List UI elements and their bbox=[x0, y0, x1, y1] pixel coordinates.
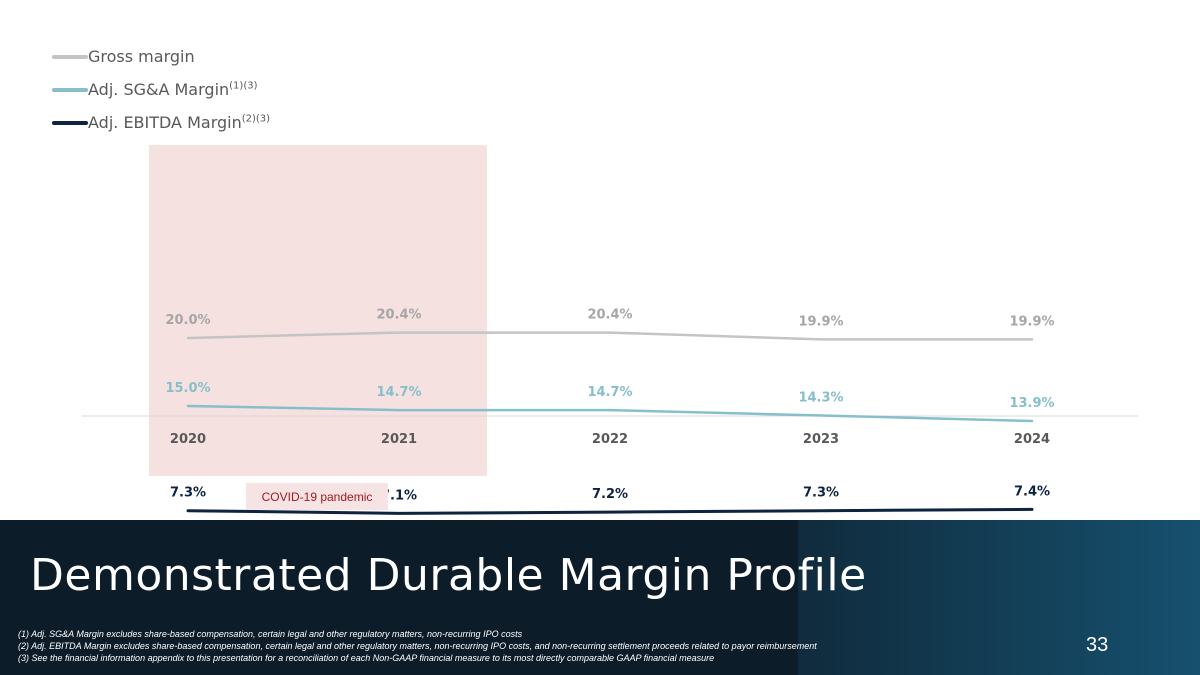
legend-item-ebitda-margin: Adj. EBITDA Margin(2)(3) bbox=[52, 106, 270, 139]
data-label: 19.9% bbox=[798, 314, 843, 329]
covid-pandemic-label: COVID-19 pandemic bbox=[246, 483, 388, 510]
x-tick-label: 2021 bbox=[381, 432, 417, 447]
data-label: 7.4% bbox=[1014, 484, 1050, 499]
legend-label: Gross margin bbox=[88, 47, 195, 66]
series-line bbox=[186, 404, 1034, 423]
data-label: 13.9% bbox=[1009, 396, 1054, 411]
page-title: Demonstrated Durable Margin Profile bbox=[30, 550, 867, 601]
data-label: 7.3% bbox=[170, 486, 206, 501]
data-label: 20.0% bbox=[165, 313, 210, 328]
x-tick-label: 2023 bbox=[803, 432, 839, 447]
footer-panel bbox=[0, 520, 798, 675]
data-label: 7.3% bbox=[803, 486, 839, 501]
data-label: 20.4% bbox=[587, 308, 632, 323]
x-tick-label: 2020 bbox=[170, 432, 206, 447]
data-label: 15.0% bbox=[165, 381, 210, 396]
page-number: 33 bbox=[1086, 634, 1109, 656]
legend-label: Adj. EBITDA Margin(2)(3) bbox=[88, 113, 271, 132]
covid-highlight-band bbox=[149, 145, 487, 476]
legend-swatch-sga-margin bbox=[52, 87, 88, 92]
data-label: 7.1% bbox=[381, 488, 417, 503]
legend-swatch-gross-margin bbox=[52, 54, 88, 59]
data-label: 14.3% bbox=[798, 391, 843, 406]
footnotes: (1) Adj. SG&A Margin excludes share-base… bbox=[18, 628, 817, 664]
chart-legend: Gross margin Adj. SG&A Margin(1)(3) Adj.… bbox=[52, 40, 270, 139]
legend-swatch-ebitda-margin bbox=[52, 120, 88, 125]
footnote-2: (2) Adj. EBITDA Margin excludes share-ba… bbox=[18, 641, 817, 651]
footer-band: Demonstrated Durable Margin Profile (1) … bbox=[0, 520, 1200, 675]
series-line bbox=[186, 331, 1034, 341]
data-label: 7.2% bbox=[592, 487, 628, 502]
legend-item-sga-margin: Adj. SG&A Margin(1)(3) bbox=[52, 73, 270, 106]
x-tick-label: 2022 bbox=[592, 432, 628, 447]
data-label: 20.4% bbox=[376, 308, 421, 323]
data-label: 19.9% bbox=[1009, 314, 1054, 329]
data-label: 14.7% bbox=[376, 385, 421, 400]
margin-line-chart: 2020 2021 2022 2023 2024 20.0% 20.4% 20.4% 19.9%… bbox=[82, 145, 1138, 515]
footnote-3: (3) See the financial information append… bbox=[18, 653, 715, 663]
series-line bbox=[186, 507, 1034, 515]
footnote-1: (1) Adj. SG&A Margin excludes share-base… bbox=[18, 629, 523, 639]
legend-label: Adj. SG&A Margin(1)(3) bbox=[88, 80, 258, 99]
x-tick-label: 2024 bbox=[1014, 432, 1050, 447]
legend-item-gross-margin: Gross margin bbox=[52, 40, 270, 73]
data-label: 14.7% bbox=[587, 385, 632, 400]
